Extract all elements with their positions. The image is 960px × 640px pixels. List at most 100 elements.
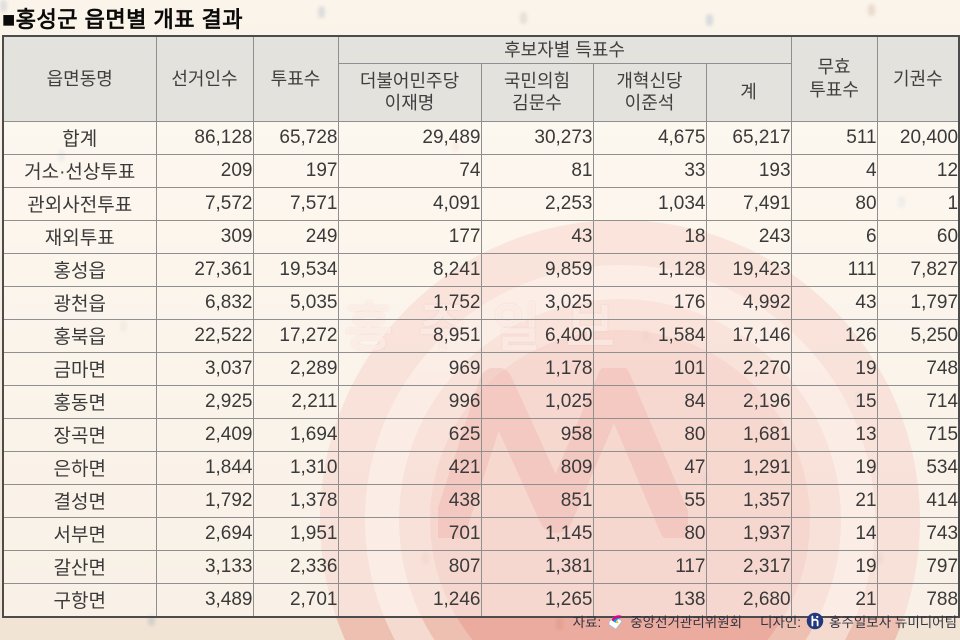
invalid-votes-cell: 80 [790,186,878,221]
table-row: 서부면 2,694 1,951 701 1,145 80 1,937 14 74… [2,516,960,551]
candidate2-name: 김문수 [512,93,562,113]
votes-cell: 1,378 [252,483,339,518]
abstain-cell: 1,797 [876,285,960,320]
electors-cell: 3,133 [155,549,254,584]
hongju-logo-icon [806,612,824,630]
header-cell-candidate3: 개혁신당 이준석 [592,62,707,122]
table-row: 홍동면 2,925 2,211 996 1,025 84 2,196 15 71… [2,384,960,419]
header-cell-abstain: 기권수 [876,35,960,122]
candidate1-votes-cell: 438 [337,483,482,518]
candidate3-votes-cell: 4,675 [592,120,707,155]
abstain-cell: 534 [876,450,960,485]
invalid-votes-cell: 14 [790,516,878,551]
candidate2-votes-cell: 9,859 [480,252,594,287]
total-votes-cell: 2,317 [705,549,792,584]
candidate3-votes-cell: 80 [592,516,707,551]
candidate1-votes-cell: 8,241 [337,252,482,287]
candidate3-votes-cell: 1,584 [592,318,707,353]
total-votes-cell: 4,992 [705,285,792,320]
table-row: 합계 86,128 65,728 29,489 30,273 4,675 65,… [2,120,960,155]
table-row: 홍북읍 22,522 17,272 8,951 6,400 1,584 17,1… [2,318,960,353]
invalid-votes-cell: 21 [790,582,878,617]
header-invalid-line2: 투표수 [809,79,859,100]
candidate2-votes-cell: 6,400 [480,318,594,353]
candidate2-votes-cell: 1,178 [480,351,594,386]
district-name-cell: 합계 [2,120,157,155]
candidate1-votes-cell: 74 [337,153,482,188]
electors-cell: 1,792 [155,483,254,518]
candidate2-votes-cell: 43 [480,219,594,254]
district-name-cell: 금마면 [2,351,157,386]
candidate2-votes-cell: 958 [480,417,594,452]
votes-cell: 1,951 [252,516,339,551]
electors-cell: 1,844 [155,450,254,485]
table-row: 재외투표 309 249 177 43 18 243 6 60 [2,219,960,254]
electors-cell: 7,572 [155,186,254,221]
abstain-cell: 797 [876,549,960,584]
candidate1-votes-cell: 29,489 [337,120,482,155]
abstain-cell: 12 [876,153,960,188]
candidate2-votes-cell: 809 [480,450,594,485]
candidate3-name: 이준석 [624,93,675,113]
candidate1-votes-cell: 1,246 [337,582,482,617]
total-votes-cell: 193 [705,153,792,188]
header-cell-district: 읍면동명 [2,35,157,122]
invalid-votes-cell: 111 [790,252,878,287]
abstain-cell: 743 [876,516,960,551]
votes-cell: 2,701 [252,582,339,617]
abstain-cell: 60 [876,219,960,254]
electors-cell: 6,832 [155,285,254,320]
candidate3-votes-cell: 47 [592,450,707,485]
candidate1-votes-cell: 969 [337,351,482,386]
electors-cell: 86,128 [155,120,254,155]
candidate3-votes-cell: 1,128 [592,252,707,287]
invalid-votes-cell: 126 [790,318,878,353]
candidate2-votes-cell: 2,253 [480,186,594,221]
candidate3-votes-cell: 117 [592,549,707,584]
header-cell-electors: 선거인수 [155,35,254,122]
invalid-votes-cell: 21 [790,483,878,518]
table-row: 구항면 3,489 2,701 1,246 1,265 138 2,680 21… [2,582,960,617]
district-name-cell: 거소·선상투표 [2,153,157,188]
source-label: 자료: [572,615,602,630]
votes-cell: 1,310 [252,450,339,485]
district-name-cell: 갈산면 [2,549,157,584]
district-name-cell: 서부면 [2,516,157,551]
abstain-cell: 20,400 [876,120,960,155]
candidate1-party: 더불어민주당 [359,70,460,91]
candidate3-party: 개혁신당 [616,70,683,91]
header-cell-candidate1: 더불어민주당 이재명 [337,62,482,122]
candidate1-votes-cell: 701 [337,516,482,551]
abstain-cell: 748 [876,351,960,386]
table-row: 금마면 3,037 2,289 969 1,178 101 2,270 19 7… [2,351,960,386]
source-name: 중앙선거관리위원회 [630,615,743,630]
votes-cell: 65,728 [252,120,339,155]
invalid-votes-cell: 19 [790,450,878,485]
votes-cell: 2,211 [252,384,339,419]
invalid-votes-cell: 19 [790,549,878,584]
abstain-cell: 1 [876,186,960,221]
table-row: 은하면 1,844 1,310 421 809 47 1,291 19 534 [2,450,960,485]
page-title: ■홍성군 읍면별 개표 결과 [2,7,244,32]
electors-cell: 3,489 [155,582,254,617]
nec-logo-icon [608,614,624,630]
footer-credits: 자료: 중앙선거관리위원회 디자인: 홍주일보사 뉴미디어팀 [573,611,957,631]
electors-cell: 209 [155,153,254,188]
candidate1-votes-cell: 996 [337,384,482,419]
abstain-cell: 414 [876,483,960,518]
votes-cell: 249 [252,219,339,254]
header-cell-total: 계 [705,62,792,122]
candidate2-votes-cell: 1,025 [480,384,594,419]
design-name: 홍주일보사 뉴미디어팀 [829,615,957,630]
total-votes-cell: 1,937 [705,516,792,551]
table-row: 갈산면 3,133 2,336 807 1,381 117 2,317 19 7… [2,549,960,584]
candidate3-votes-cell: 18 [592,219,707,254]
candidate3-votes-cell: 80 [592,417,707,452]
candidate1-votes-cell: 4,091 [337,186,482,221]
district-name-cell: 홍북읍 [2,318,157,353]
votes-cell: 2,289 [252,351,339,386]
invalid-votes-cell: 13 [790,417,878,452]
electors-cell: 2,925 [155,384,254,419]
candidate3-votes-cell: 55 [592,483,707,518]
invalid-votes-cell: 19 [790,351,878,386]
